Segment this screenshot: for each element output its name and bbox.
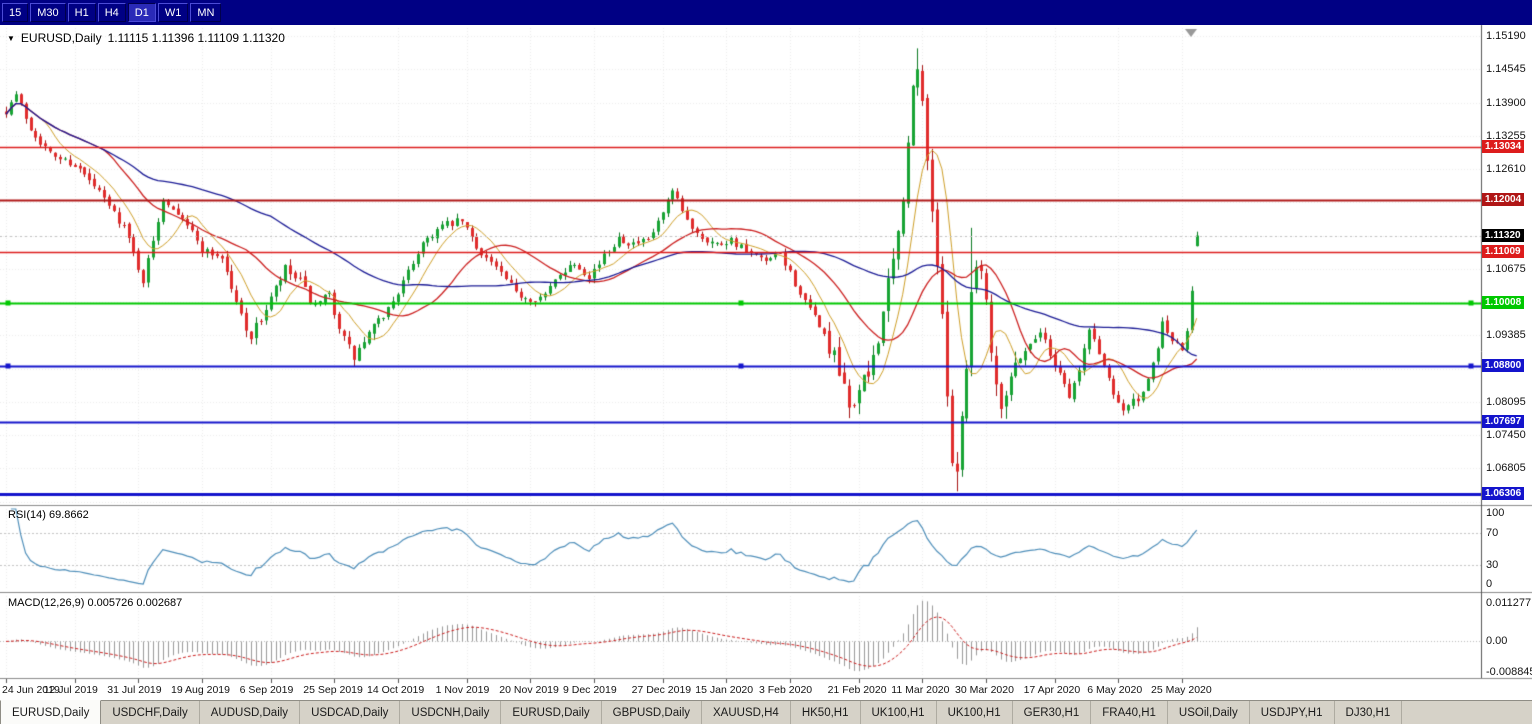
price-axis[interactable] [1481, 25, 1532, 678]
chart-tab-usdcad-daily[interactable]: USDCAD,Daily [300, 701, 401, 724]
chart-tab-usdjpy-h1[interactable]: USDJPY,H1 [1250, 701, 1335, 724]
macd-indicator-label: MACD(12,26,9) 0.005726 0.002687 [8, 597, 183, 609]
chart-tabs-bar: EURUSD,Daily USDCHF,Daily AUDUSD,Daily USDC… [0, 700, 1532, 724]
timeframe-button-h1[interactable]: H1 [67, 3, 96, 22]
chart-ohlc-values: 1.11115 1.11396 1.11109 1.11320 [107, 31, 285, 45]
chart-tab-gbpusd-daily[interactable]: GBPUSD,Daily [602, 701, 702, 724]
symbol-menu-arrow-icon[interactable]: ▼ [7, 33, 15, 43]
chart-tab-hk50-h1[interactable]: HK50,H1 [791, 701, 861, 724]
timeframe-button-d1[interactable]: D1 [127, 3, 156, 22]
chart-symbol-period: EURUSD,Daily [20, 31, 102, 45]
chart-tab-uk100-h1[interactable]: UK100,H1 [861, 701, 937, 724]
timeframe-button-w1[interactable]: W1 [157, 3, 189, 22]
chart-tab-usoil-daily[interactable]: USOil,Daily [1168, 701, 1250, 724]
rsi-indicator-label: RSI(14) 69.8662 [8, 509, 89, 521]
chart-tab-uk100-h1[interactable]: UK100,H1 [937, 701, 1013, 724]
date-axis[interactable] [0, 678, 1481, 700]
chart-tab-usdchf-daily[interactable]: USDCHF,Daily [101, 701, 200, 724]
chart-tab-usdcnh-daily[interactable]: USDCNH,Daily [400, 701, 502, 724]
timeframe-button-m30[interactable]: M30 [30, 3, 66, 22]
chart-tab-ger30-h1[interactable]: GER30,H1 [1013, 701, 1092, 724]
chart-tab-dj30-h1[interactable]: DJ30,H1 [1335, 701, 1403, 724]
chart-tab-eurusd-daily[interactable]: EURUSD,Daily [0, 700, 102, 724]
chart-tab-audusd-daily[interactable]: AUDUSD,Daily [200, 701, 301, 724]
timeframe-button-15[interactable]: 15 [2, 3, 29, 22]
chart-tab-fra40-h1[interactable]: FRA40,H1 [1091, 701, 1168, 724]
chart-tab-xauusd-h4[interactable]: XAUUSD,H4 [702, 701, 791, 724]
timeframe-toolbar: 15 M30 H1 H4 D1 W1 MN [0, 0, 1532, 25]
chart-tab-eurusd-daily[interactable]: EURUSD,Daily [501, 701, 602, 724]
timeframe-button-mn[interactable]: MN [190, 3, 222, 22]
timeframe-button-h4[interactable]: H4 [97, 3, 126, 22]
chart-title: ▼ EURUSD,Daily 1.11115 1.11396 1.11109 1… [7, 31, 285, 45]
